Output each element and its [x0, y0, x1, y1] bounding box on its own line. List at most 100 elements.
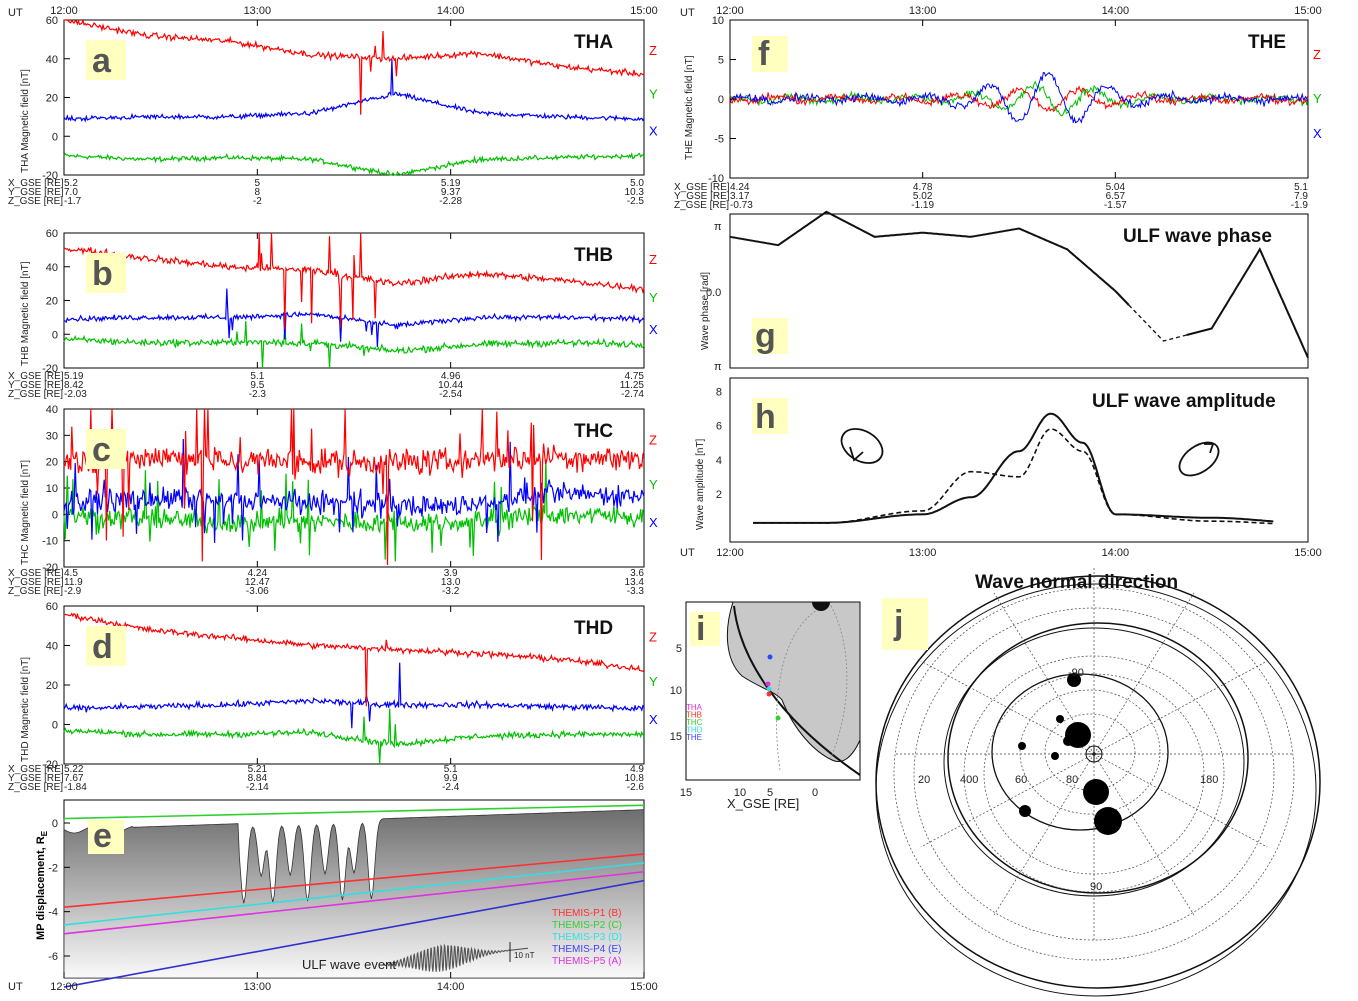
panel-a-pos-label: Z_GSE [RE] [8, 196, 63, 207]
panel-c-pos-value: 4.5 [64, 568, 78, 579]
panel-e-xtick: 14:00 [437, 981, 465, 993]
panel-b-pos-value: -2.54 [439, 389, 462, 400]
panel-i-xtick: 15 [680, 787, 692, 799]
panel-b-pos-value: 5.1 [250, 371, 264, 382]
panel-c-pos-value: 13.0 [441, 577, 461, 588]
panel-b-z-trace [63, 232, 645, 330]
panel-b-ytick: 20 [46, 296, 58, 308]
panel-f-pos-label: X_GSE [RE] [674, 182, 730, 193]
panel-i-xlabel: X_GSE [RE] [727, 796, 799, 811]
panel-b-pos-label: X_GSE [RE] [8, 371, 64, 382]
panel-e-xtick: 13:00 [244, 981, 272, 993]
panel-c-ytick: 30 [46, 430, 58, 442]
panel-i-xtick: 10 [734, 787, 746, 799]
panel-g-ytick-top: π [714, 221, 722, 233]
top-time-label: 14:00 [437, 5, 465, 17]
panel-d: 60 40 20 0 -20 Z Y Xd THD THD Magnetic field [nT]… [8, 601, 658, 793]
polarization-arrow-right [1204, 443, 1215, 454]
panel-f-pos-value: 4.78 [913, 182, 933, 193]
panel-c-ytick: 40 [46, 404, 58, 416]
polar-label-20: 20 [918, 774, 930, 786]
panel-c-ytick: 10 [46, 483, 58, 495]
polar-label-180: 180 [1200, 774, 1218, 786]
wave-normal-point [1094, 807, 1122, 835]
ulf-wave-event-label: ULF wave event [302, 957, 396, 972]
panel-b-pos-value: -2.03 [64, 389, 87, 400]
panel-b-frame [63, 232, 645, 369]
panel-a-pos-label: X_GSE [RE] [8, 178, 64, 189]
panel-i-legend-item: THB [686, 711, 702, 720]
panel-h-xtick: 12:00 [716, 547, 744, 559]
panel-f-xtick: 15:00 [1294, 5, 1322, 17]
panel-f-xtick: 13:00 [909, 5, 937, 17]
panel-f-ytick: -5 [714, 134, 724, 146]
panel-g-ytick-mid: 0.0 [706, 287, 721, 299]
polar-label-m90: -90 [1068, 667, 1084, 679]
panel-a-ylabel: THA Magnetic field [nT] [20, 69, 31, 173]
panel-d-ytick: 60 [46, 601, 58, 613]
panel-e-letter-box [88, 820, 124, 854]
ut-label-bottom-left: UT [8, 981, 23, 993]
panel-d-name: THD [574, 618, 613, 639]
panel-c-pos-value: 12.47 [245, 577, 270, 588]
panel-b-ytick: 60 [46, 228, 58, 240]
panel-d-frame [63, 605, 645, 765]
panel-a-ytick: -20 [42, 170, 58, 182]
panel-a-pos-value: 5 [255, 178, 261, 189]
probe-thb-dot [766, 691, 772, 697]
ut-label-h: UT [680, 547, 695, 559]
panel-e-legend-item: THEMIS-P2 (C) [552, 920, 622, 931]
panel-a-pos-value: -2.28 [439, 196, 462, 207]
panel-b-ytick: 0 [52, 329, 58, 341]
panel-e-ytick: -4 [48, 907, 58, 919]
panel-c-pos-value: -3.2 [442, 586, 460, 597]
panel-e-legend-item: THEMIS-P3 (D) [552, 932, 622, 943]
panel-h-ytick: 4 [716, 455, 722, 467]
panel-c-ylabel: THC Magnetic field [nT] [20, 460, 31, 565]
panel-a-pos-value: 5.19 [441, 178, 461, 189]
panel-a-letter: a [92, 42, 112, 80]
panel-c-x-trace [63, 438, 645, 543]
panel-a-pos-label: Y_GSE [RE] [8, 187, 64, 198]
panel-i-ytick: 5 [676, 643, 682, 655]
panel-g-letter-box [752, 318, 788, 354]
panel-d-z-trace [63, 612, 645, 707]
panel-c: 40 30 20 10 0 -10 -20 Z Y Xc THC THC Magnetic field… [8, 404, 658, 597]
panel-c-pos-value: 4.24 [248, 568, 268, 579]
panel-h-letter-box [752, 398, 788, 434]
panel-a-ytick: 0 [52, 131, 58, 143]
magnetopause-dotted [776, 603, 848, 771]
wave-normal-point [1067, 673, 1081, 687]
panel-f-comp-z: Z [1313, 47, 1321, 62]
panel-d-ytick: -20 [42, 759, 58, 771]
panel-h-ytick: 8 [716, 387, 722, 399]
panel-f-frame [729, 19, 1309, 179]
panel-d-pos-label: Z_GSE [RE] [8, 782, 63, 793]
panel-h-xtick: 14:00 [1102, 547, 1130, 559]
panel-d-letter: d [92, 628, 113, 666]
panel-a-pos-value: -1.7 [64, 196, 82, 207]
panel-i-ytick: 15 [670, 731, 682, 743]
probe-the-dot [767, 654, 773, 660]
panel-d-pos-value: 5.21 [248, 764, 268, 775]
wave-normal-point [1083, 779, 1109, 805]
panel-b: 60 40 20 0 -20 Z Y Xb THB THB Magnetic field [nT]… [8, 228, 658, 400]
panel-c-pos-label: Z_GSE [RE] [8, 586, 63, 597]
panel-f-pos-value: -1.57 [1104, 200, 1127, 211]
panel-e-legend-item: THEMIS-P1 (B) [552, 908, 621, 919]
panel-f-pos-value: 5.02 [913, 191, 933, 202]
panel-a-comp-y: Y [649, 86, 658, 101]
panel-a-y-trace [63, 152, 645, 176]
polar-outer-ellipse-2 [875, 583, 1317, 997]
panel-d-pos-value: -2.6 [627, 782, 645, 793]
the-x-trace [729, 71, 1309, 124]
panel-f-xtick: 12:00 [716, 5, 744, 17]
panel-d-ytick: 40 [46, 641, 58, 653]
panel-b-pos-value: 8.42 [64, 380, 84, 391]
panel-f-letter: f [758, 35, 770, 73]
panel-h: h ULF wave amplitude Wave amplitude [nT]… [680, 377, 1322, 559]
panel-d-pos-value: 4.9 [630, 764, 644, 775]
panel-e-xtick: 12:00 [50, 981, 78, 993]
panel-f-pos-value: 4.24 [730, 182, 750, 193]
panel-b-pos-value: -2.74 [621, 389, 644, 400]
